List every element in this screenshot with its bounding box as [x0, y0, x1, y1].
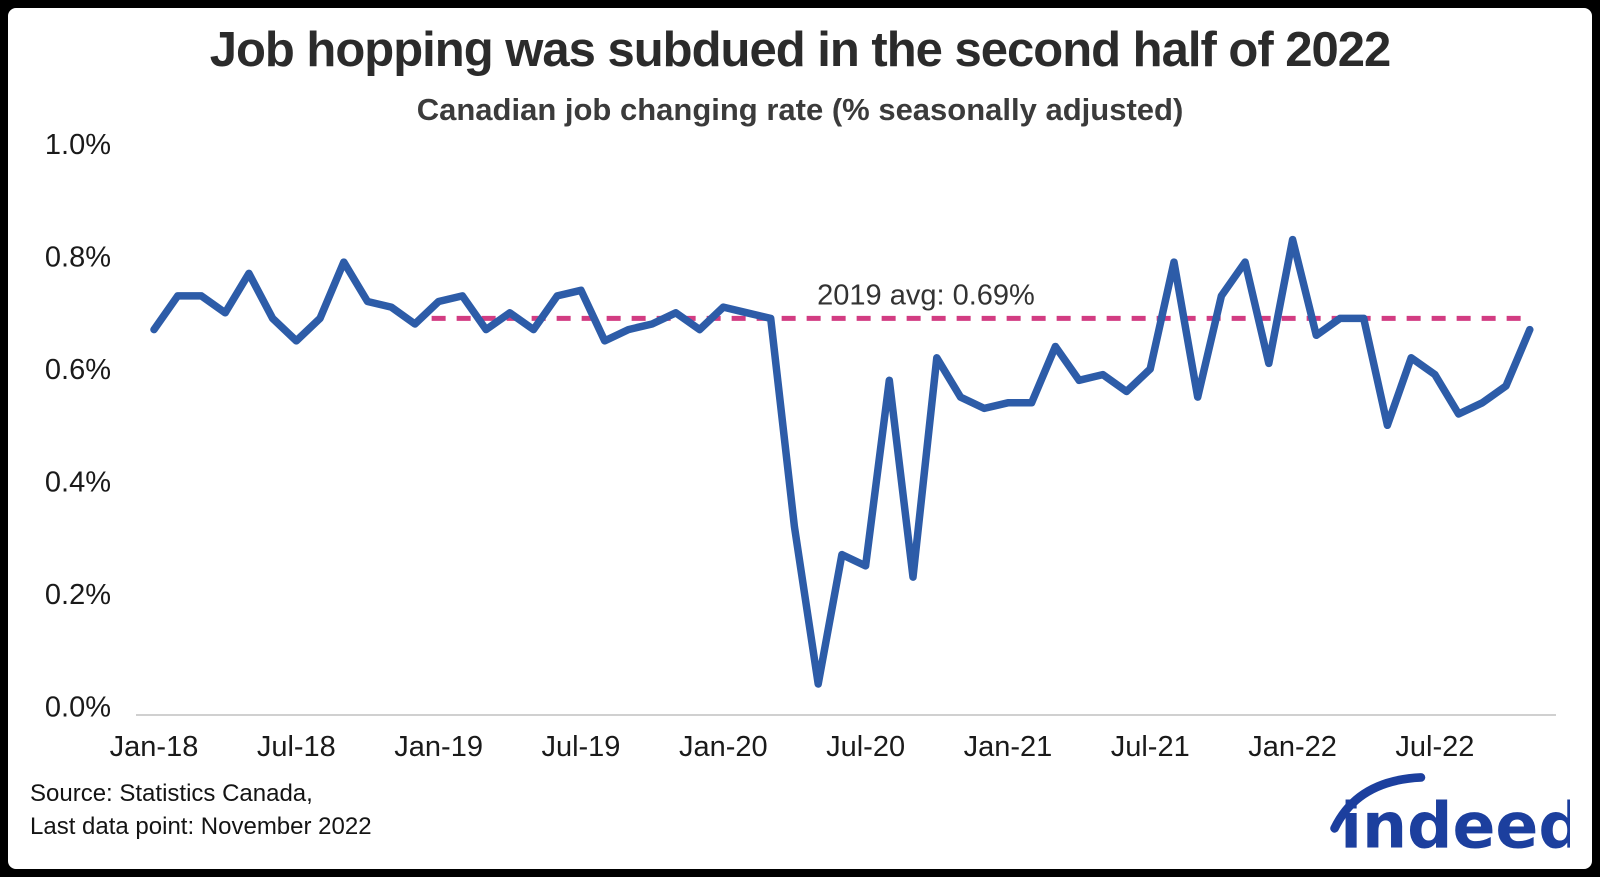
y-tick-label: 0.8%: [45, 242, 111, 274]
x-tick-label: Jul-19: [541, 731, 620, 763]
logo-text: indeed: [1340, 789, 1570, 861]
chart-subtitle: Canadian job changing rate (% seasonally…: [416, 92, 1184, 127]
x-tick-label: Jan-18: [110, 731, 199, 763]
indeed-logo: indeed: [1330, 773, 1570, 861]
x-tick-label: Jul-20: [826, 731, 905, 763]
y-tick-label: 0.2%: [45, 579, 111, 611]
x-tick-label: Jul-18: [257, 731, 336, 763]
x-tick-label: Jan-19: [394, 731, 483, 763]
y-tick-label: 0.0%: [45, 692, 111, 724]
x-tick-label: Jan-20: [679, 731, 768, 763]
source-line-2: Last data point: November 2022: [30, 813, 372, 840]
reference-line-label: 2019 avg: 0.69%: [817, 279, 1035, 311]
logo-swoosh-icon: [1330, 773, 1426, 833]
line-chart: 0.0% 0.2% 0.4% 0.6% 0.8% 1.0% Jan-18 Jul-18 Jan-…: [45, 129, 1556, 763]
y-tick-label: 1.0%: [45, 129, 111, 161]
x-tick-label: Jul-21: [1111, 731, 1190, 763]
x-tick-label: Jul-22: [1395, 731, 1474, 763]
y-tick-label: 0.6%: [45, 354, 111, 386]
x-tick-label: Jan-22: [1248, 731, 1337, 763]
source-note: Source: Statistics Canada, Last data poi…: [30, 777, 372, 843]
data-line: [150, 235, 1534, 688]
x-tick-label: Jan-21: [964, 731, 1053, 763]
chart-title: Job hopping was subdued in the second ha…: [209, 23, 1392, 77]
y-tick-label: 0.4%: [45, 467, 111, 499]
chart-area: 0.0% 0.2% 0.4% 0.6% 0.8% 1.0% Jan-18 Jul-18 Jan-…: [8, 8, 1592, 869]
source-line-1: Source: Statistics Canada,: [30, 780, 313, 807]
